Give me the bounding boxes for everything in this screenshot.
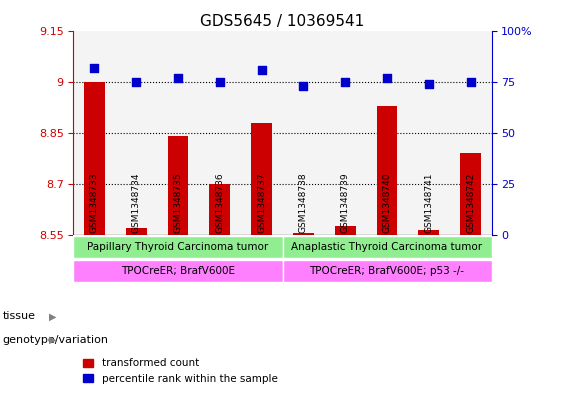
- Point: [132, 79, 141, 85]
- Bar: [460, 153, 481, 235]
- FancyBboxPatch shape: [73, 236, 282, 258]
- Text: genotype/variation: genotype/variation: [3, 335, 109, 345]
- Bar: [209, 184, 231, 235]
- Legend: transformed count, percentile rank within the sample: transformed count, percentile rank withi…: [79, 354, 281, 388]
- Bar: [324, 31, 366, 235]
- Bar: [293, 233, 314, 235]
- Text: ▶: ▶: [49, 311, 56, 321]
- Point: [257, 67, 266, 73]
- Text: GSM1348735: GSM1348735: [173, 172, 182, 233]
- Text: ▶: ▶: [49, 335, 56, 345]
- Bar: [125, 228, 147, 235]
- Point: [90, 65, 99, 71]
- Text: GSM1348733: GSM1348733: [90, 172, 99, 233]
- Bar: [251, 123, 272, 235]
- Text: GSM1348741: GSM1348741: [424, 172, 433, 233]
- Bar: [366, 31, 408, 235]
- Bar: [115, 31, 157, 235]
- Text: GSM1348734: GSM1348734: [132, 172, 141, 233]
- Text: TPOCreER; BrafV600E; p53 -/-: TPOCreER; BrafV600E; p53 -/-: [310, 266, 464, 276]
- Bar: [418, 230, 440, 235]
- Point: [424, 81, 433, 87]
- Point: [299, 83, 308, 90]
- Bar: [450, 31, 492, 235]
- FancyBboxPatch shape: [282, 236, 492, 258]
- Bar: [241, 31, 282, 235]
- Text: Anaplastic Thyroid Carcinoma tumor: Anaplastic Thyroid Carcinoma tumor: [292, 242, 483, 252]
- Point: [215, 79, 224, 85]
- Bar: [84, 82, 105, 235]
- Text: Papillary Thyroid Carcinoma tumor: Papillary Thyroid Carcinoma tumor: [88, 242, 268, 252]
- Bar: [334, 226, 356, 235]
- Bar: [408, 31, 450, 235]
- Text: TPOCreER; BrafV600E: TPOCreER; BrafV600E: [121, 266, 235, 276]
- Bar: [282, 31, 324, 235]
- Text: GSM1348739: GSM1348739: [341, 172, 350, 233]
- Bar: [73, 31, 115, 235]
- Point: [341, 79, 350, 85]
- Point: [466, 79, 475, 85]
- Text: GSM1348737: GSM1348737: [257, 172, 266, 233]
- Title: GDS5645 / 10369541: GDS5645 / 10369541: [201, 14, 364, 29]
- Bar: [199, 31, 241, 235]
- FancyBboxPatch shape: [282, 260, 492, 282]
- Point: [173, 75, 182, 81]
- Text: GSM1348738: GSM1348738: [299, 172, 308, 233]
- FancyBboxPatch shape: [73, 260, 282, 282]
- Text: tissue: tissue: [3, 311, 36, 321]
- Point: [383, 75, 392, 81]
- Text: GSM1348740: GSM1348740: [383, 172, 392, 233]
- Text: GSM1348736: GSM1348736: [215, 172, 224, 233]
- Bar: [157, 31, 199, 235]
- Bar: [377, 106, 398, 235]
- Text: GSM1348742: GSM1348742: [466, 173, 475, 233]
- Bar: [167, 136, 189, 235]
